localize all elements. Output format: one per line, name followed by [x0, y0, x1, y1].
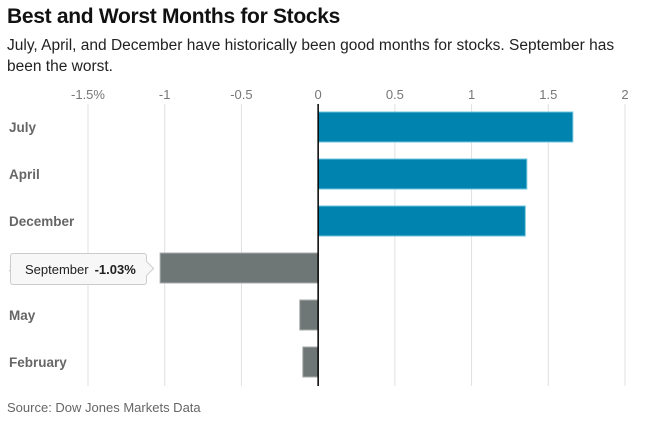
category-label: July	[9, 120, 37, 135]
x-tick-label: -1	[159, 87, 171, 102]
category-label: February	[9, 355, 67, 370]
chart-title: Best and Worst Months for Stocks	[7, 5, 341, 28]
x-tick-label: 1.5	[539, 87, 557, 102]
bar-december[interactable]	[317, 205, 526, 237]
bar-may[interactable]	[299, 299, 319, 331]
tooltip-value: -1.03%	[94, 261, 136, 277]
source-note: Source: Dow Jones Markets Data	[7, 400, 201, 415]
category-label: April	[9, 167, 40, 182]
category-label: December	[9, 214, 75, 229]
tooltip: September -1.03%	[10, 253, 147, 285]
x-tick-label: 0.5	[386, 87, 404, 102]
category-label: May	[9, 308, 36, 323]
x-tick-label: 1	[468, 87, 475, 102]
x-tick-label: 2	[621, 87, 628, 102]
bar-july[interactable]	[317, 111, 574, 143]
bar-september[interactable]	[159, 252, 319, 284]
tooltip-category: September	[25, 261, 89, 277]
bar-february[interactable]	[302, 346, 319, 378]
chart-subtitle: July, April, and December have historica…	[7, 37, 615, 75]
x-tick-label: -1.5%	[71, 87, 105, 102]
x-tick-label: -0.5	[230, 87, 252, 102]
x-tick-label: 0	[315, 87, 322, 102]
bar-april[interactable]	[317, 158, 528, 190]
